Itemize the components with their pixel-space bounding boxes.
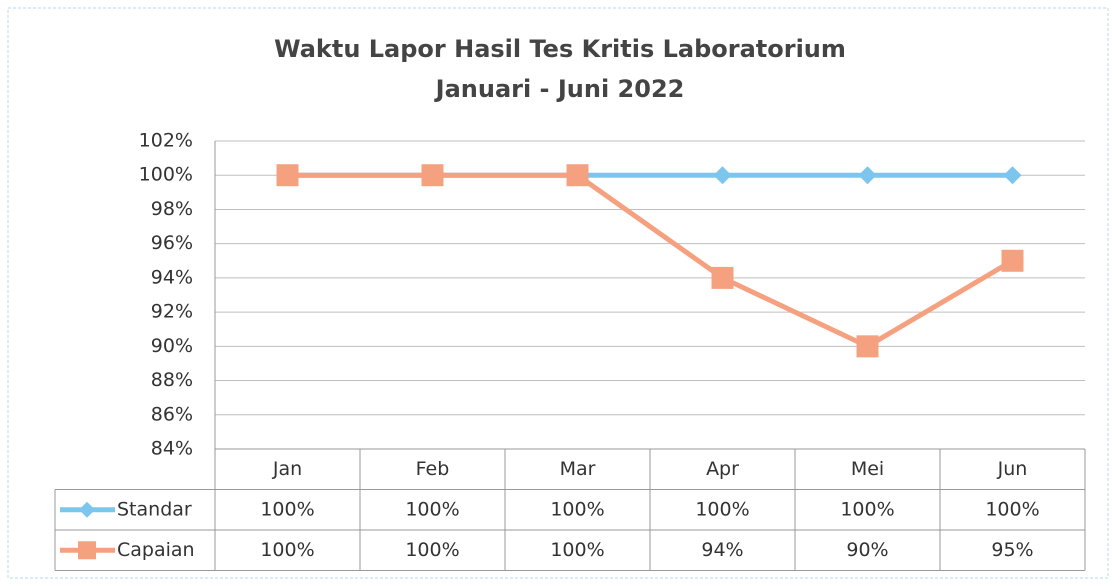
y-tick-label: 84% xyxy=(151,438,193,460)
marker xyxy=(276,164,299,187)
y-tick-label: 88% xyxy=(151,369,193,391)
chart-subtitle: Januari - Juni 2022 xyxy=(434,75,685,103)
y-tick-label: 94% xyxy=(151,266,193,288)
marker xyxy=(1001,249,1024,272)
data-label: 100% xyxy=(405,539,459,561)
data-label: 100% xyxy=(840,498,894,520)
y-tick-label: 100% xyxy=(139,164,193,186)
legend-label: Capaian xyxy=(117,539,195,561)
y-tick-label: 86% xyxy=(151,403,193,425)
data-label: 100% xyxy=(550,498,604,520)
legend-label: Standar xyxy=(117,498,192,520)
data-label: 100% xyxy=(260,498,314,520)
marker xyxy=(856,335,879,358)
legend-marker xyxy=(79,501,95,518)
y-tick-label: 96% xyxy=(151,232,193,254)
x-tick-label: Mei xyxy=(851,458,884,480)
data-label: 100% xyxy=(260,539,314,561)
x-tick-label: Jun xyxy=(997,458,1028,480)
data-label: 95% xyxy=(991,539,1033,561)
series-line xyxy=(287,172,1014,350)
x-tick-label: Mar xyxy=(560,458,596,480)
data-label: 100% xyxy=(550,539,604,561)
marker xyxy=(858,166,877,185)
data-label: 90% xyxy=(846,539,888,561)
data-label: 100% xyxy=(405,498,459,520)
data-label: 94% xyxy=(701,539,743,561)
marker xyxy=(713,166,732,185)
x-tick-label: Feb xyxy=(416,458,450,480)
y-tick-label: 92% xyxy=(151,301,193,323)
chart-frame xyxy=(7,7,1109,579)
x-tick-label: Jan xyxy=(272,458,302,480)
marker xyxy=(566,164,589,187)
marker xyxy=(1003,166,1022,185)
chart-title: Waktu Lapor Hasil Tes Kritis Laboratoriu… xyxy=(274,35,846,63)
marker xyxy=(711,266,734,289)
y-tick-label: 90% xyxy=(151,335,193,357)
y-tick-label: 98% xyxy=(151,198,193,220)
data-label: 100% xyxy=(985,498,1039,520)
data-label: 100% xyxy=(695,498,749,520)
y-tick-label: 102% xyxy=(139,130,193,152)
x-tick-label: Apr xyxy=(706,458,739,480)
legend-marker xyxy=(78,541,96,560)
marker xyxy=(421,164,444,187)
